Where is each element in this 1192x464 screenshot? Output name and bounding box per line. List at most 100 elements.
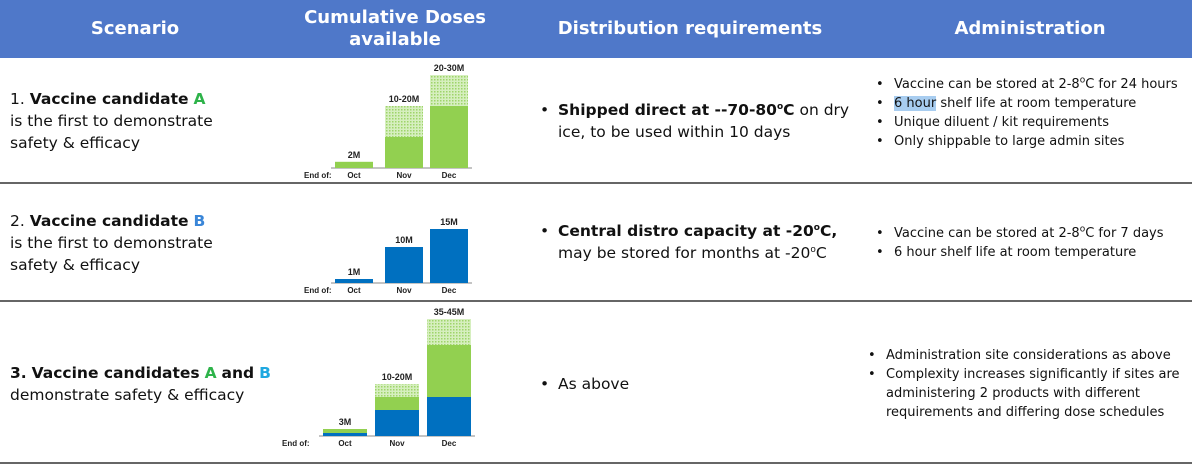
tick-label: Oct (347, 286, 361, 295)
administration-2: Vaccine can be stored at 2-8oC for 7 day… (872, 224, 1164, 262)
distribution-bold: C (783, 101, 795, 119)
scenario-number: 3. (10, 364, 27, 382)
bar-oct-1 (323, 433, 367, 436)
bar-dec-1 (427, 397, 471, 436)
data-label: 10-20M (382, 372, 413, 382)
distribution-text: may be stored for months at -20 (558, 244, 811, 262)
bar-nov-1 (385, 247, 423, 283)
data-label: 35-45M (434, 307, 465, 317)
tick-label: Nov (396, 171, 412, 180)
bar-oct-1 (335, 161, 373, 168)
admin-text: Unique diluent / kit requirements (894, 115, 1110, 130)
admin-text: Only shippable to large admin sites (894, 134, 1125, 149)
highlighted-text: 6 hour (894, 96, 937, 111)
admin-text: Administration site considerations as ab… (886, 348, 1171, 363)
list-item: Complexity increases significantly if si… (864, 365, 1184, 422)
degree-sup: o (813, 222, 820, 233)
data-label: 20-30M (434, 63, 465, 73)
bar-dec-1 (430, 229, 468, 283)
bar-oct-1 (335, 279, 373, 283)
header-doses-line1: Cumulative Doses (304, 7, 486, 28)
distribution-bold: C, (819, 222, 838, 240)
admin-text: C for 7 days (1085, 226, 1164, 241)
candidate-letter: B (193, 212, 206, 230)
tick-label: Dec (442, 171, 457, 180)
candidate-letter: B (259, 364, 271, 382)
list-item: Only shippable to large admin sites (872, 132, 1178, 151)
tick-label: Dec (442, 286, 457, 295)
administration-1: Vaccine can be stored at 2-8oC for 24 ho… (872, 75, 1178, 151)
header-doses: Cumulative Doses available (290, 0, 500, 58)
bar-nov-2 (375, 397, 419, 410)
list-item: Vaccine can be stored at 2-8oC for 7 day… (872, 224, 1164, 243)
degree-sup: o (1079, 224, 1086, 235)
data-label: 3M (339, 417, 352, 427)
scenario-line: is the first to demonstrate (10, 112, 213, 130)
table-header: Scenario Cumulative Doses available Dist… (0, 0, 1192, 58)
bar-dec-1 (430, 106, 468, 168)
scenario-line: is the first to demonstrate (10, 234, 213, 252)
distribution-text: As above (558, 375, 630, 393)
end-of-label: End of: (304, 286, 332, 295)
list-item: 6 hour shelf life at room temperature (872, 94, 1178, 113)
distribution-2: • Central distro capacity at -20oC, may b… (540, 222, 838, 262)
scenario-line: safety & efficacy (10, 134, 140, 152)
scenario-number: 2. (10, 212, 25, 230)
end-of-label: End of: (282, 439, 310, 448)
data-label: 10-20M (389, 94, 420, 104)
administration-3: Administration site considerations as ab… (864, 346, 1184, 422)
doses-chart-scenario-3: 3M Oct 10-20M Nov 35-45M Dec End of: (282, 307, 475, 448)
degree-sup: o (810, 244, 816, 255)
scenario-1: 1. Vaccine candidate A is the first to d… (10, 88, 213, 154)
bar-dec-2 (427, 345, 471, 397)
end-of-label: End of: (304, 171, 332, 180)
admin-text: Vaccine can be stored at 2-8 (894, 77, 1080, 92)
data-label: 10M (395, 235, 413, 245)
admin-text: 6 hour shelf life at room temperature (894, 245, 1137, 260)
scenario-2: 2. Vaccine candidate B is the first to d… (10, 210, 213, 276)
data-label: 15M (440, 217, 458, 227)
list-item: Vaccine can be stored at 2-8oC for 24 ho… (872, 75, 1178, 94)
distribution-text: ice, to be used within 10 days (558, 123, 791, 141)
bar-dec-2 (430, 75, 468, 106)
doses-chart-scenario-2: 1M Oct 10M Nov 15M Dec End of: (304, 217, 472, 295)
distribution-bold: Central distro capacity at -20 (558, 222, 814, 240)
doses-chart-scenario-1: 2M Oct 10-20M Nov 20-30M Dec End of: (304, 63, 472, 180)
degree-sup: o (1079, 75, 1086, 86)
candidate-letter: A (204, 364, 217, 382)
admin-text: Vaccine can be stored at 2-8 (894, 226, 1080, 241)
scenario-title: Vaccine candidates (31, 364, 200, 382)
candidate-letter: A (193, 90, 206, 108)
bar-nov-1 (375, 410, 419, 436)
tick-label: Oct (347, 171, 361, 180)
list-item: Unique diluent / kit requirements (872, 113, 1178, 132)
header-distribution: Distribution requirements (557, 18, 823, 39)
scenario-and: and (221, 364, 255, 382)
admin-text: shelf life at room temperature (936, 96, 1137, 111)
admin-text: Complexity increases significantly if si… (886, 367, 1180, 420)
distribution-3: • As above (540, 375, 630, 393)
data-label: 2M (348, 150, 361, 160)
list-item: Administration site considerations as ab… (864, 346, 1184, 365)
scenario-title: Vaccine candidate (29, 90, 189, 108)
list-item: 6 hour shelf life at room temperature (872, 243, 1164, 262)
tick-label: Oct (338, 439, 352, 448)
header-doses-line2: available (349, 29, 441, 50)
scenario-3: 3. Vaccine candidates A and B demonstrat… (10, 362, 271, 406)
row-divider (0, 182, 1192, 184)
degree-sup: o (776, 101, 784, 112)
tick-label: Dec (442, 439, 457, 448)
row-divider (0, 462, 1192, 464)
distribution-1: • Shipped direct at --70-80oC on dry ice,… (540, 101, 850, 141)
header-administration: Administration (954, 18, 1106, 39)
header-scenario: Scenario (90, 18, 180, 39)
bar-oct-2 (323, 429, 367, 433)
scenario-title: Vaccine candidate (29, 212, 189, 230)
tick-label: Nov (389, 439, 405, 448)
bar-nov-3 (375, 384, 419, 397)
row-divider (0, 300, 1192, 302)
distribution-text: C (815, 244, 827, 262)
distribution-bold: Shipped direct at --70-80 (558, 101, 777, 119)
scenario-number: 1. (10, 90, 25, 108)
tick-label: Nov (396, 286, 412, 295)
